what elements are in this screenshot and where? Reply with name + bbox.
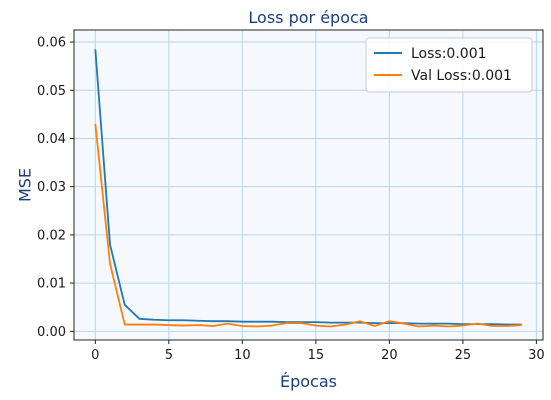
x-axis-ticks: 0 5 10 15 20 25 30 [91, 340, 545, 363]
legend-box [365, 37, 533, 93]
legend: Loss:0.001 Val Loss:0.001 [365, 37, 533, 93]
y-tick-label-0: 0.00 [37, 325, 66, 340]
series-layer [94, 49, 522, 328]
y-tick-label-1: 0.01 [37, 277, 66, 292]
legend-label-val-loss: Val Loss:0.001 [411, 68, 512, 84]
x-tick-label-3: 15 [308, 348, 325, 363]
grid-vertical [94, 30, 537, 340]
y-tick-label-2: 0.02 [37, 228, 66, 243]
series-line-1 [94, 123, 522, 328]
y-axis-label: MSE [16, 168, 35, 202]
x-tick-label-2: 10 [234, 348, 251, 363]
x-tick-label-4: 20 [381, 348, 398, 363]
series-line-0 [94, 49, 522, 326]
x-tick-label-5: 25 [455, 348, 472, 363]
x-tick-label-0: 0 [91, 348, 99, 363]
y-tick-label-5: 0.05 [37, 84, 66, 99]
y-tick-label-3: 0.03 [37, 180, 66, 195]
y-tick-label-4: 0.04 [37, 132, 66, 147]
x-tick-label-1: 5 [165, 348, 173, 363]
plot-frame [73, 29, 544, 341]
grid-horizontal [74, 41, 543, 332]
x-tick-label-6: 30 [528, 348, 545, 363]
y-axis-ticks: 0.00 0.01 0.02 0.03 0.04 0.05 0.06 [37, 36, 74, 340]
y-tick-label-6: 0.06 [37, 36, 66, 51]
legend-label-loss: Loss:0.001 [411, 46, 487, 62]
chart-title: Loss por época [248, 8, 368, 27]
x-axis-label: Épocas [280, 372, 337, 391]
